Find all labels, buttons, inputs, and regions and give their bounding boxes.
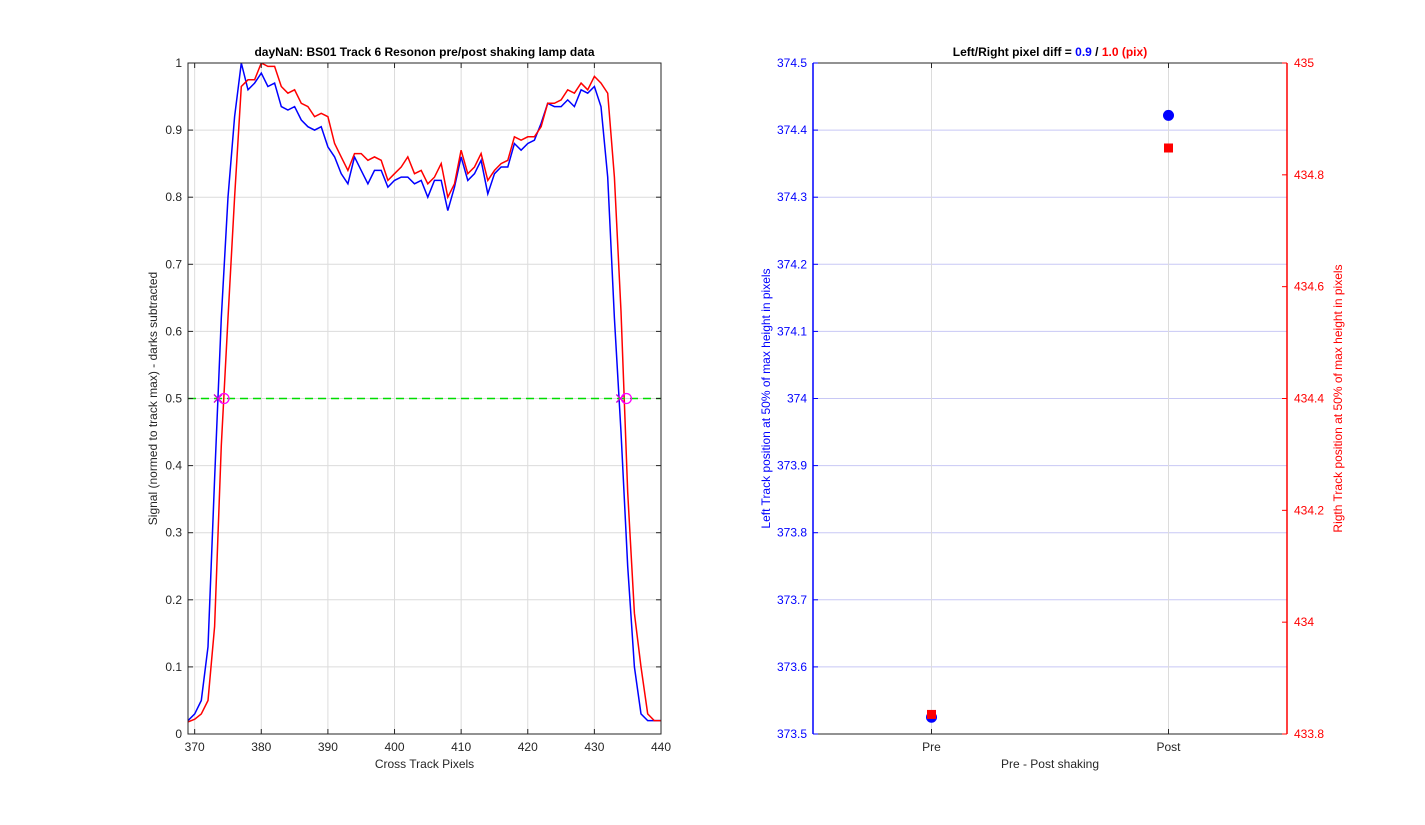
right-y-tick-label: 434.4 xyxy=(1294,392,1324,406)
left-y-tick-label: 374.1 xyxy=(777,324,807,338)
x-tick-label: 440 xyxy=(651,740,671,754)
x-tick-label: 430 xyxy=(584,740,604,754)
x-tick-label: 380 xyxy=(251,740,271,754)
left-y-tick-label: 373.7 xyxy=(777,593,807,607)
left-y-tick-label: 373.5 xyxy=(777,727,807,741)
right-y-tick-label: 433.8 xyxy=(1294,727,1324,741)
y-tick-label: 0.7 xyxy=(165,257,182,271)
signal-chart: 370 380 390 400 410 420 430 440 0 0.1 0.2 0.3 0.4 0.5… xyxy=(146,45,671,771)
pre-shaking-series-line xyxy=(188,63,661,722)
y-tick-label: 0.3 xyxy=(165,526,182,540)
position-chart-ticks: 373.5 373.6 373.7 373.8 373.9 374 374.1 374.2 37… xyxy=(777,56,1324,754)
position-chart-points xyxy=(926,109,1174,723)
signal-chart-x-axis-label: Cross Track Pixels xyxy=(375,757,474,771)
crossing-circle-marker xyxy=(218,392,230,405)
y-tick-label: 0 xyxy=(175,727,182,741)
crossing-circle-marker xyxy=(620,392,633,405)
signal-chart-y-axis-label: Signal (normed to track max) - darks sub… xyxy=(146,272,160,525)
title-part: Left/Right pixel diff = xyxy=(953,45,1075,59)
left-y-tick-label: 373.8 xyxy=(777,526,807,540)
right-y-tick-label: 434 xyxy=(1294,615,1314,629)
right-y-tick-label: 435 xyxy=(1294,56,1314,70)
crossing-x-marker xyxy=(213,394,223,403)
x-tick-label: Pre xyxy=(922,740,941,754)
y-tick-label: 0.4 xyxy=(165,459,182,473)
x-tick-label: 420 xyxy=(518,740,538,754)
right-position-point xyxy=(927,709,936,719)
signal-chart-ticks: 370 380 390 400 410 420 430 440 0 0.1 0.2 0.3 0.4 0.5… xyxy=(165,56,671,754)
left-y-tick-label: 374.5 xyxy=(777,56,807,70)
y-tick-label: 1 xyxy=(175,56,182,70)
left-position-point xyxy=(1163,109,1174,121)
y-tick-label: 0.9 xyxy=(165,123,182,137)
y-tick-label: 0.6 xyxy=(165,324,182,338)
title-part: 1.0 (pix) xyxy=(1102,45,1147,59)
left-y-tick-label: 374.4 xyxy=(777,123,807,137)
left-y-tick-label: 374.3 xyxy=(777,190,807,204)
signal-chart-series xyxy=(188,63,661,723)
x-tick-label: 370 xyxy=(185,740,205,754)
position-chart-title: Left/Right pixel diff = 0.9 / 1.0 (pix) xyxy=(953,45,1147,59)
title-part: / xyxy=(1092,45,1102,59)
x-tick-label: 410 xyxy=(451,740,471,754)
left-y-tick-label: 374.2 xyxy=(777,257,807,271)
signal-chart-title: dayNaN: BS01 Track 6 Resonon pre/post sh… xyxy=(254,45,594,59)
signal-chart-markers xyxy=(213,392,633,405)
position-chart-grid xyxy=(813,62,1287,735)
y-tick-label: 0.5 xyxy=(165,392,182,406)
left-y-tick-label: 374 xyxy=(787,392,807,406)
y-tick-label: 0.1 xyxy=(165,660,182,674)
position-chart-left-y-axis-label: Left Track position at 50% of max height… xyxy=(759,268,773,528)
crossing-x-marker xyxy=(615,394,625,403)
y-tick-label: 0.8 xyxy=(165,190,182,204)
right-y-tick-label: 434.6 xyxy=(1294,280,1324,294)
right-position-point xyxy=(1164,143,1173,153)
post-shaking-series-line xyxy=(188,63,661,723)
x-tick-label: 390 xyxy=(318,740,338,754)
position-chart-right-y-axis-label: Rigth Track position at 50% of max heigh… xyxy=(1331,264,1345,532)
title-part: 0.9 xyxy=(1075,45,1092,59)
position-chart: 373.5 373.6 373.7 373.8 373.9 374 374.1 374.2 37… xyxy=(759,45,1345,771)
right-y-tick-label: 434.8 xyxy=(1294,168,1324,182)
position-chart-x-axis-label: Pre - Post shaking xyxy=(1001,757,1099,771)
right-y-tick-label: 434.2 xyxy=(1294,503,1324,517)
left-y-tick-label: 373.6 xyxy=(777,660,807,674)
y-tick-label: 0.2 xyxy=(165,593,182,607)
x-tick-label: Post xyxy=(1156,740,1181,754)
x-tick-label: 400 xyxy=(385,740,405,754)
left-y-tick-label: 373.9 xyxy=(777,459,807,473)
